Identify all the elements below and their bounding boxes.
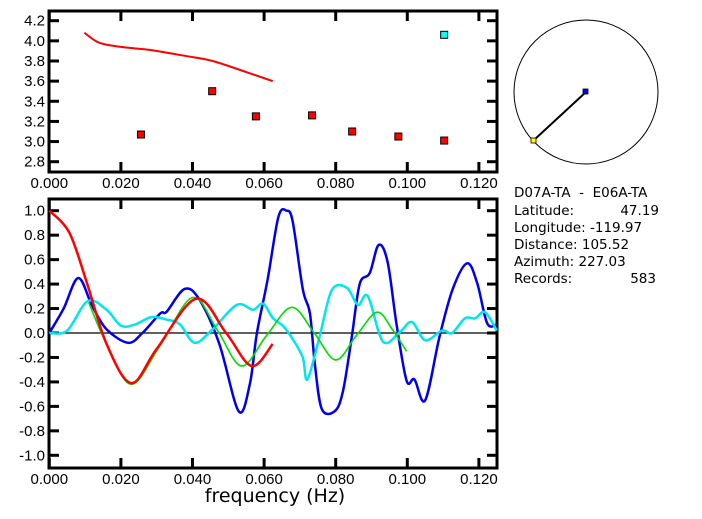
- y-tick-label: 0.8: [24, 227, 45, 244]
- measurement-point: [348, 127, 357, 136]
- x-tick-label: 0.020: [102, 175, 140, 192]
- longitude-value: -119.97: [590, 220, 643, 236]
- x-tick-label: 0.040: [174, 471, 212, 488]
- x-tick-label: 0.060: [245, 471, 283, 488]
- source-marker: [530, 137, 537, 144]
- dispersion-curve: [83, 31, 274, 83]
- x-axis-label: frequency (Hz): [205, 485, 345, 507]
- velocity-panel: 0.000 0.020 0.040 0.060 0.080 0.100 0.120 2.8 3.…: [24, 9, 499, 192]
- x-tick-label: 0.000: [31, 175, 69, 192]
- correlation-panel: 0.000 0.020 0.040 0.060 0.080 0.100 0.120 -1.0 -…: [19, 197, 499, 488]
- y-tick-label: -0.4: [19, 374, 45, 391]
- y-tick-label: 1.0: [24, 203, 45, 220]
- azimuth-value: 227.03: [578, 254, 626, 270]
- longitude-row: Longitude: -119.97: [514, 220, 642, 238]
- plot-frame: [47, 9, 499, 174]
- measurement-point: [251, 112, 260, 121]
- y-tick-label: 0.6: [24, 252, 45, 269]
- series-green: [87, 296, 408, 386]
- measurement-point: [208, 87, 217, 96]
- series-red: [48, 209, 274, 385]
- y-tick-label: -0.8: [19, 423, 45, 440]
- measurement-point: [136, 130, 145, 139]
- latitude-value: 47.19: [620, 203, 659, 219]
- outlier-point: [440, 30, 449, 39]
- x-tick-label: 0.120: [460, 175, 498, 192]
- series-cyan: [49, 283, 498, 382]
- x-tick-label: 0.060: [245, 175, 283, 192]
- y-tick-label: 2.8: [24, 154, 45, 171]
- y-tick-label: -0.6: [19, 398, 45, 415]
- latitude-label: Latitude:: [514, 203, 575, 219]
- series-blue: [48, 207, 498, 416]
- records-label: Records:: [514, 271, 573, 287]
- x-tick-label: 0.100: [389, 175, 427, 192]
- x-tick-label: 0.040: [174, 175, 212, 192]
- x-tick-label: 0.080: [317, 471, 355, 488]
- y-tick-label: 3.8: [24, 53, 45, 70]
- y-tick-label: 3.2: [24, 113, 45, 130]
- y-tick-label: 0.0: [24, 325, 45, 342]
- y-tick-label: 3.4: [24, 93, 45, 110]
- latitude-row: Latitude: 47.19: [514, 203, 659, 221]
- x-tick-label: 0.100: [389, 471, 427, 488]
- station-pair: D07A-TA - E06A-TA: [514, 185, 648, 201]
- azimuth-label: Azimuth:: [514, 254, 575, 270]
- measurement-point: [440, 136, 449, 145]
- y-tick-label: 4.0: [24, 33, 45, 50]
- y-tick-label: 0.2: [24, 301, 45, 318]
- y-tick-label: -1.0: [19, 447, 45, 464]
- azimuth-row: Azimuth: 227.03: [514, 254, 626, 272]
- measurement-point: [308, 111, 317, 120]
- distance-label: Distance:: [514, 237, 578, 253]
- records-row: Records: 583: [514, 271, 656, 289]
- x-tick-label: 0.020: [102, 471, 140, 488]
- x-tick-label: 0.080: [317, 175, 355, 192]
- y-tick-label: 3.6: [24, 73, 45, 90]
- longitude-label: Longitude:: [514, 220, 586, 236]
- distance-row: Distance: 105.52: [514, 237, 629, 255]
- y-tick-label: 3.0: [24, 134, 45, 151]
- map-circle: [513, 19, 659, 165]
- path-line: [533, 91, 587, 141]
- x-tick-label: 0.120: [460, 471, 498, 488]
- station-marker: [582, 88, 589, 95]
- records-value: 583: [630, 271, 656, 287]
- y-tick-label: -0.2: [19, 349, 45, 366]
- y-tick-label: 0.4: [24, 276, 45, 293]
- azimuth-map: [513, 19, 659, 165]
- measurement-point: [394, 132, 403, 141]
- y-tick-label: 4.2: [24, 13, 45, 30]
- distance-value: 105.52: [581, 237, 630, 253]
- x-tick-label: 0.000: [31, 471, 69, 488]
